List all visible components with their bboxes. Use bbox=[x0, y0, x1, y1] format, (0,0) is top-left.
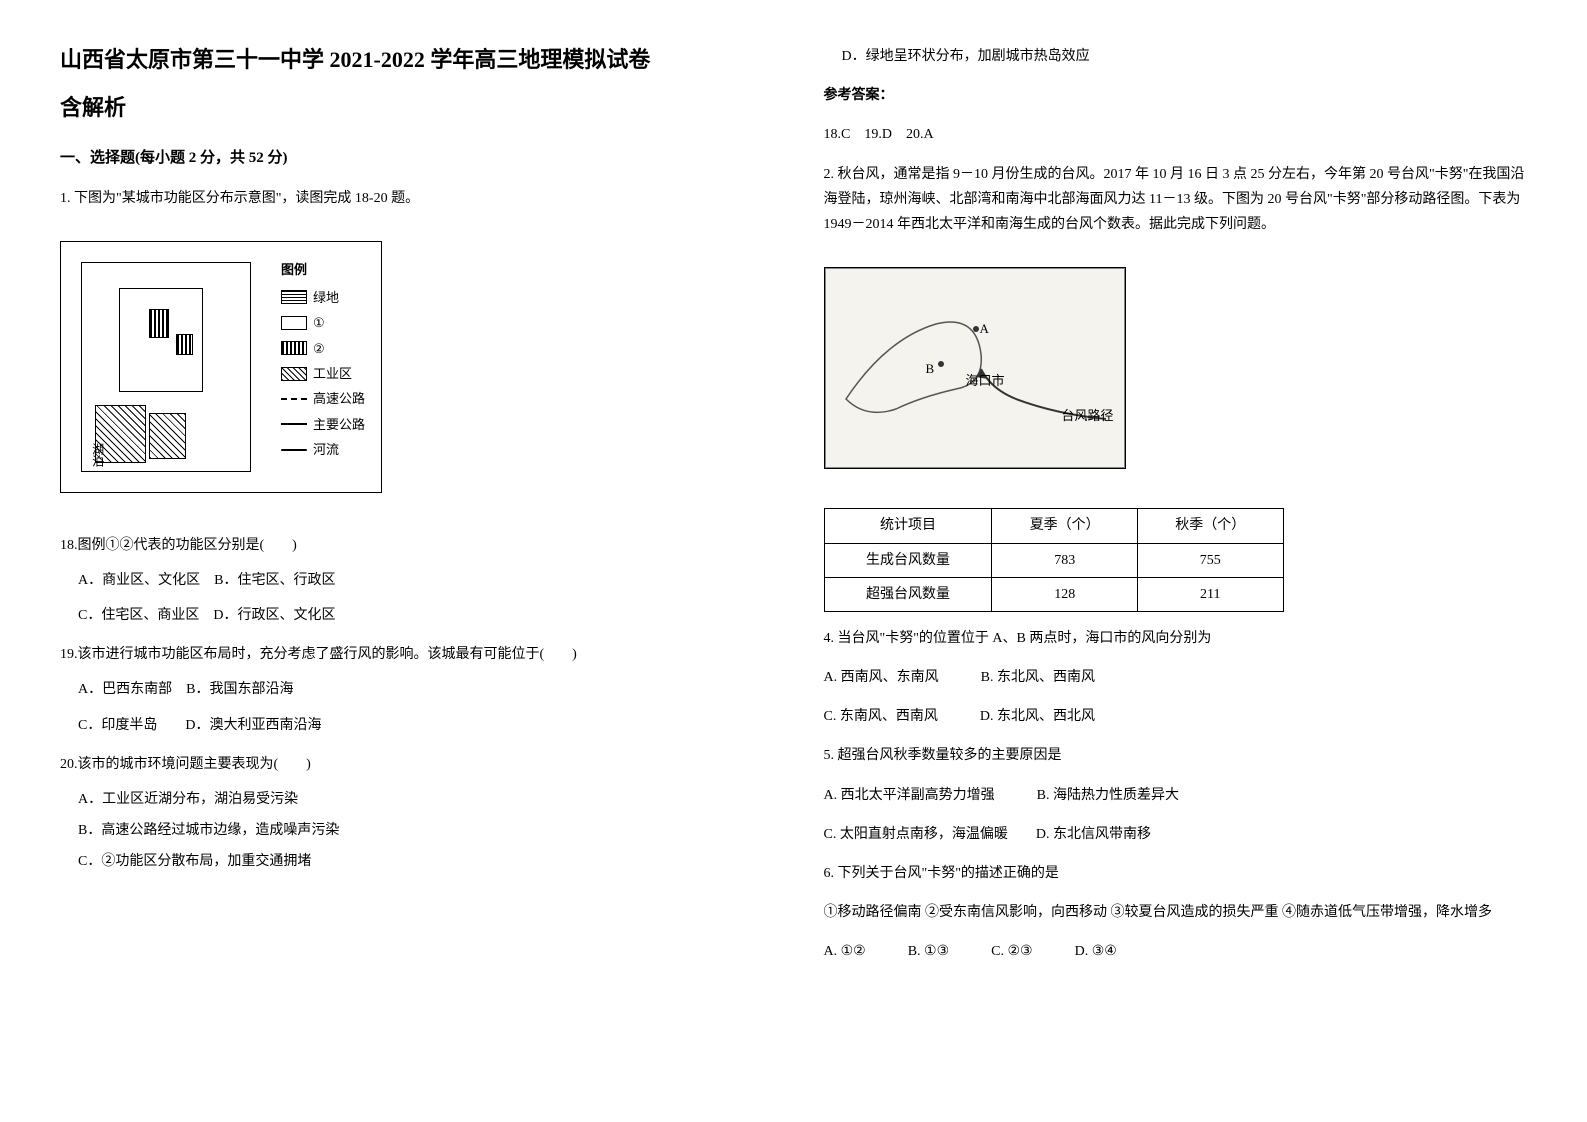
legend-item-label: 主要公路 bbox=[313, 413, 365, 436]
table-cell: 755 bbox=[1137, 543, 1283, 577]
map-point-a: A bbox=[980, 317, 989, 340]
table-cell: 128 bbox=[992, 577, 1138, 611]
ref-answer-label: 参考答案： bbox=[824, 83, 1528, 108]
legend-item-label: 河流 bbox=[313, 438, 339, 461]
q20-stem: 20.该市的城市环境问题主要表现为( ) bbox=[60, 752, 764, 777]
q20-opt-d: D．绿地呈环状分布，加剧城市热岛效应 bbox=[842, 44, 1528, 69]
q19-stem: 19.该市进行城市功能区布局时，充分考虑了盛行风的影响。该城最有可能位于( ) bbox=[60, 642, 764, 667]
city-map: 湖泊 bbox=[81, 262, 251, 472]
table-row: 生成台风数量 783 755 bbox=[824, 543, 1283, 577]
q18-stem: 18.图例①②代表的功能区分别是( ) bbox=[60, 533, 764, 558]
q6-opts: A. ①② B. ①③ C. ②③ D. ③④ bbox=[824, 939, 1528, 964]
legend: 图例 绿地 ① ② 工业区 高速公路 主要公路 河流 bbox=[281, 258, 365, 463]
typhoon-table: 统计项目 夏季（个） 秋季（个） 生成台风数量 783 755 超强台风数量 1… bbox=[824, 508, 1284, 612]
q5-stem: 5. 超强台风秋季数量较多的主要原因是 bbox=[824, 743, 1528, 768]
section-header: 一、选择题(每小题 2 分，共 52 分) bbox=[60, 145, 764, 172]
legend-item-label: 高速公路 bbox=[313, 387, 365, 410]
q19-opts-2: C．印度半岛 D．澳大利亚西南沿海 bbox=[78, 713, 764, 738]
ref-answer-text: 18.C 19.D 20.A bbox=[824, 122, 1528, 147]
q4-stem: 4. 当台风"卡努"的位置位于 A、B 两点时，海口市的风向分别为 bbox=[824, 626, 1528, 651]
legend-item-label: 工业区 bbox=[313, 362, 352, 385]
table-cell: 生成台风数量 bbox=[824, 543, 992, 577]
legend-title: 图例 bbox=[281, 258, 365, 281]
q4-opts-1: A. 西南风、东南风 B. 东北风、西南风 bbox=[824, 665, 1528, 690]
table-header: 统计项目 bbox=[824, 509, 992, 543]
q20-opt-a: A．工业区近湖分布，湖泊易受污染 bbox=[78, 787, 764, 812]
table-header: 秋季（个） bbox=[1137, 509, 1283, 543]
map-haikou-label: 海口市 bbox=[966, 369, 1005, 392]
q2-stem: 2. 秋台风，通常是指 9－10 月份生成的台风。2017 年 10 月 16 … bbox=[824, 162, 1528, 238]
figure-1: 湖泊 图例 绿地 ① ② 工业区 高速公路 主要公路 河流 bbox=[60, 241, 382, 493]
typhoon-path-label: 台风路径 bbox=[1061, 404, 1113, 427]
q1-stem: 1. 下图为"某城市功能区分布示意图"，读图完成 18-20 题。 bbox=[60, 186, 764, 211]
map-point-b: B bbox=[926, 357, 935, 380]
q6-desc: ①移动路径偏南 ②受东南信风影响，向西移动 ③较夏台风造成的损失严重 ④随赤道低… bbox=[824, 900, 1528, 925]
q19-opts-1: A．巴西东南部 B．我国东部沿海 bbox=[78, 677, 764, 702]
q5-opts-1: A. 西北太平洋副高势力增强 B. 海陆热力性质差异大 bbox=[824, 783, 1528, 808]
lake-label: 湖泊 bbox=[86, 443, 108, 467]
legend-item-label: 绿地 bbox=[313, 286, 339, 309]
q4-opts-2: C. 东南风、西南风 D. 东北风、西北风 bbox=[824, 704, 1528, 729]
q18-opts-2: C．住宅区、商业区 D．行政区、文化区 bbox=[78, 603, 764, 628]
legend-item-label: ② bbox=[313, 337, 325, 360]
q5-opts-2: C. 太阳直射点南移，海温偏暖 D. 东北信风带南移 bbox=[824, 822, 1528, 847]
table-cell: 783 bbox=[992, 543, 1138, 577]
page-title: 山西省太原市第三十一中学 2021-2022 学年高三地理模拟试卷 bbox=[60, 40, 764, 80]
q20-opt-c: C．②功能区分散布局，加重交通拥堵 bbox=[78, 849, 764, 874]
table-row: 超强台风数量 128 211 bbox=[824, 577, 1283, 611]
figure-2: A B 海口市 台风路径 bbox=[824, 267, 1126, 469]
page-subtitle: 含解析 bbox=[60, 88, 764, 128]
q6-stem: 6. 下列关于台风"卡努"的描述正确的是 bbox=[824, 861, 1528, 886]
table-cell: 超强台风数量 bbox=[824, 577, 992, 611]
table-header: 夏季（个） bbox=[992, 509, 1138, 543]
q20-opt-b: B．高速公路经过城市边缘，造成噪声污染 bbox=[78, 818, 764, 843]
table-cell: 211 bbox=[1137, 577, 1283, 611]
q18-opts-1: A．商业区、文化区 B．住宅区、行政区 bbox=[78, 568, 764, 593]
legend-item-label: ① bbox=[313, 311, 325, 334]
